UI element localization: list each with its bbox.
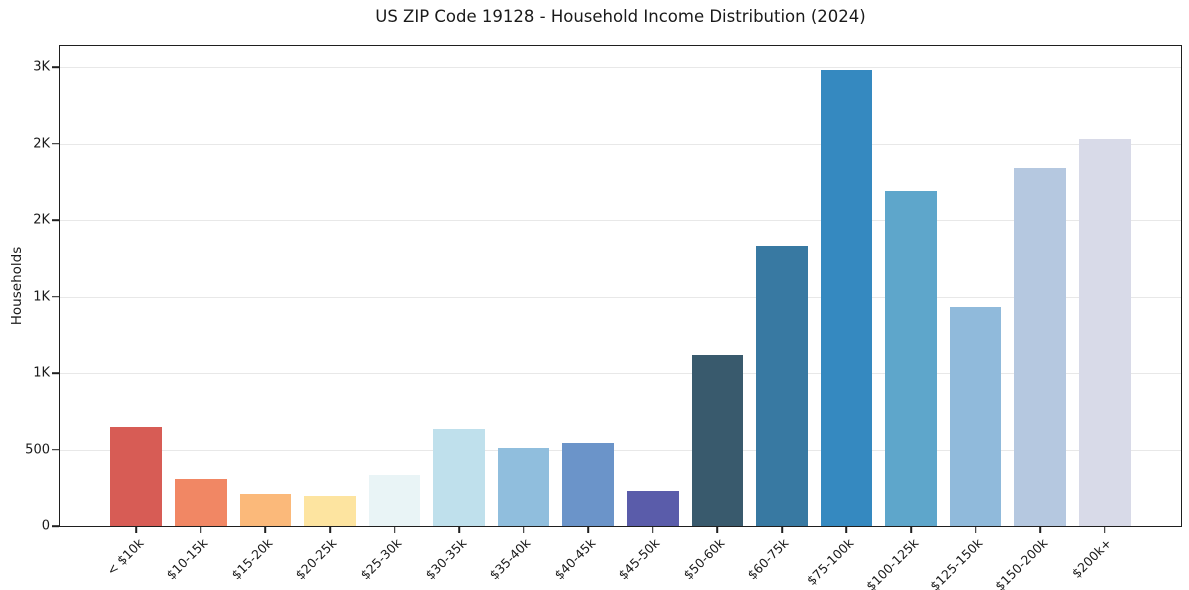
bar (691, 354, 744, 526)
x-tick-mark (716, 526, 719, 533)
gridline-3000 (60, 67, 1181, 69)
y-tick-mark (52, 66, 59, 69)
x-tick-mark (651, 526, 654, 533)
bar (1078, 139, 1131, 526)
bar-slot: $10-15k (164, 46, 234, 582)
x-tick-mark (264, 526, 267, 533)
x-tick-label: $15-20k (228, 535, 276, 583)
bar (433, 428, 485, 526)
bar-slot: $125-150k (927, 46, 1008, 590)
bar-slot: $75-100k (804, 46, 879, 588)
y-tick-label: 500 (25, 442, 50, 458)
y-tick-mark (52, 295, 59, 298)
x-tick-mark (587, 526, 590, 533)
bars-layer: < $10k $10-15k $15-20k $20-25k $25-30k $30-35… (60, 46, 1181, 590)
bar-slot: $15-20k (228, 46, 298, 582)
x-tick-mark (781, 526, 783, 533)
bar (110, 426, 163, 526)
bar-slot: $20-25k (293, 46, 363, 582)
x-tick-label: $30-35k (421, 535, 469, 583)
x-tick-mark (522, 526, 525, 533)
bar (949, 307, 1002, 526)
bar-slot: $25-30k (357, 46, 427, 582)
y-tick-label: 2K (33, 136, 50, 152)
bar (497, 448, 550, 526)
bar (1014, 167, 1066, 526)
y-axis-ticks: 0 500 1K 1K 2K 2K 3K (25, 46, 1181, 533)
bar (368, 474, 421, 526)
bar-slot: $150-200k (992, 46, 1073, 590)
gridline-1500 (60, 296, 1181, 298)
y-tick-mark (52, 525, 59, 527)
x-tick-label: $35-40k (486, 535, 534, 583)
gridline-1000 (60, 373, 1181, 375)
x-tick-label: $100-125k (862, 535, 921, 590)
bar (239, 493, 292, 526)
x-tick-label: $25-30k (357, 535, 405, 583)
y-tick-label: 0 (41, 518, 50, 534)
bar-slot: $45-50k (616, 46, 686, 582)
bar-slot: $60-75k (745, 46, 815, 582)
x-tick-mark (200, 526, 202, 533)
gridline-2000 (60, 220, 1181, 222)
bar (626, 490, 679, 526)
bar (820, 70, 873, 526)
x-tick-mark (458, 526, 460, 533)
y-tick-label: 3K (33, 59, 50, 75)
x-tick-mark (329, 526, 331, 533)
x-tick-label: $45-50k (615, 535, 663, 583)
x-tick-label: $40-45k (551, 535, 599, 583)
y-tick-label: 1K (33, 365, 50, 381)
bar-slot: $50-60k (680, 46, 750, 582)
bar (885, 191, 937, 526)
y-tick-mark (52, 219, 59, 222)
y-tick-mark (52, 372, 59, 374)
y-tick-label: 2K (33, 212, 50, 228)
x-tick-mark (910, 526, 912, 533)
y-tick-mark (52, 448, 59, 451)
chart-title: US ZIP Code 19128 - Household Income Dis… (375, 7, 866, 26)
x-tick-label: $10-15k (163, 535, 211, 583)
y-tick-label: 1K (33, 289, 50, 305)
bar-slot: $30-35k (422, 46, 492, 582)
bar-slot: < $10k (103, 46, 169, 578)
plot-area: < $10k $10-15k $15-20k $20-25k $25-30k $30-35… (25, 45, 1182, 590)
x-tick-label: $150-200k (991, 535, 1051, 590)
bar (756, 246, 808, 526)
bar-slot: $200k+ (1069, 46, 1137, 581)
bar (304, 496, 356, 526)
x-tick-label: $75-100k (803, 535, 857, 588)
bar-slot: $35-40k (487, 46, 556, 582)
x-tick-label: $200k+ (1068, 535, 1115, 581)
x-tick-mark (1103, 526, 1106, 533)
x-tick-label: $20-25k (292, 535, 340, 583)
x-tick-label: < $10k (103, 535, 147, 579)
grid-layer (60, 46, 1181, 526)
y-axis-label: Households (9, 246, 25, 326)
x-tick-label: $60-75k (744, 535, 792, 583)
x-tick-mark (845, 526, 848, 533)
gridline-500 (60, 449, 1181, 451)
bar (562, 442, 615, 526)
x-tick-label: $125-150k (927, 535, 986, 590)
gridline-2500 (60, 143, 1181, 145)
x-tick-mark (1039, 526, 1041, 533)
bar (175, 479, 227, 526)
x-tick-mark (393, 526, 396, 533)
x-tick-mark (135, 526, 138, 533)
x-tick-label: $50-60k (680, 535, 728, 583)
bar-slot: $40-45k (551, 46, 621, 582)
y-tick-mark (52, 143, 59, 145)
x-tick-mark (974, 526, 977, 533)
bar-slot: $100-125k (863, 46, 944, 590)
